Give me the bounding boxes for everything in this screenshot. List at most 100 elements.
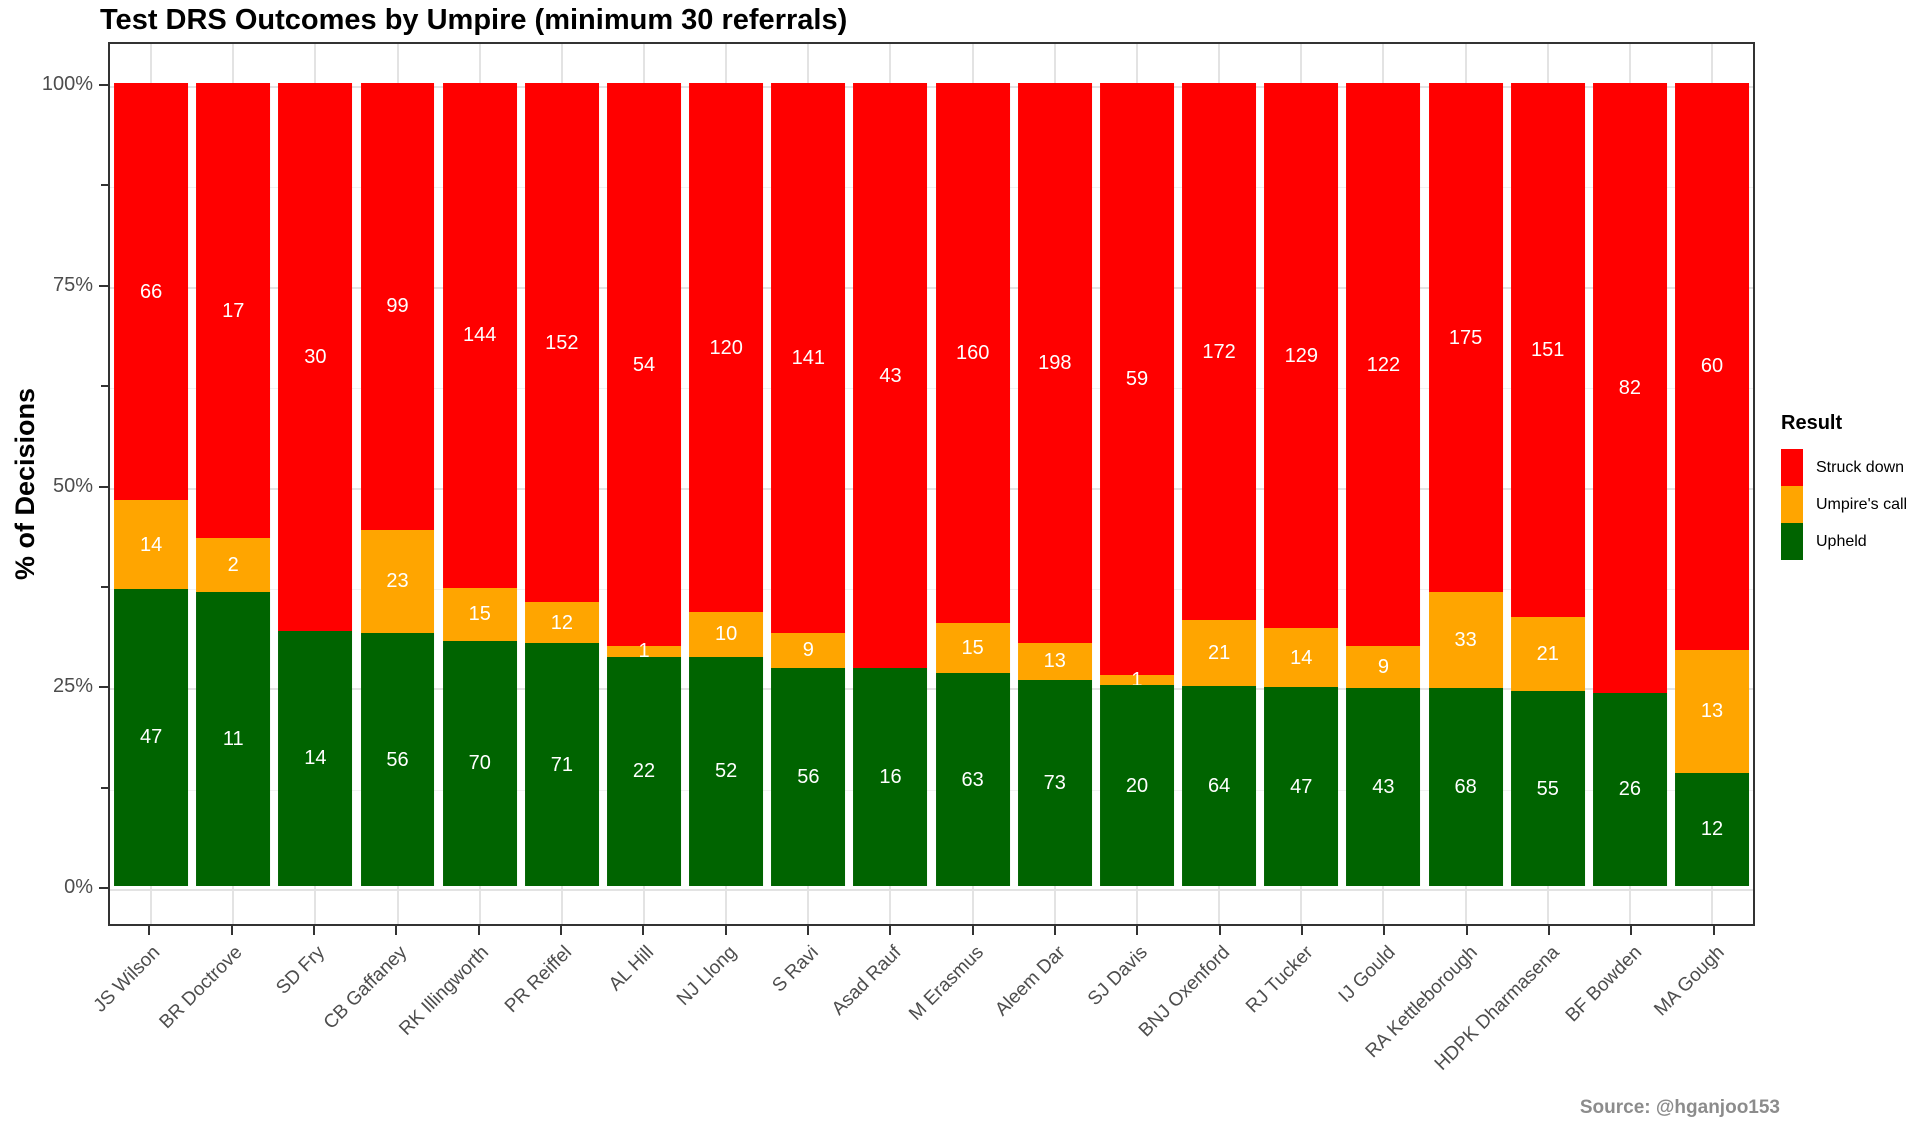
bar-value-label: 56	[797, 765, 820, 788]
bar-segment-umpire-s-call: 14	[1264, 628, 1339, 688]
bar-slot-rj-tucker: 129 14 47	[1260, 44, 1342, 924]
y-minor-tick-mark	[101, 585, 108, 588]
bar-segment-struck-down: 43	[853, 83, 928, 669]
bar-slot-ra-kettleborough: 175 33 68	[1425, 44, 1507, 924]
y-tick-mark	[99, 887, 108, 889]
x-axis: JS Wilson BR Doctrove SD Fry CB Gaffaney RK …	[89, 926, 1755, 1136]
bar-segment-struck-down: 141	[771, 83, 846, 633]
legend: Result Struck down Umpire's call Upheld	[1781, 412, 1907, 560]
bar-slot-asad-rauf: 43 16	[849, 44, 931, 924]
bar-segment-struck-down: 160	[935, 83, 1010, 623]
y-tick-mark	[99, 485, 108, 488]
plot-panel: 66 14 47 17 2 11 30 14 99 23 56 144 15 70 152 12 71 54 1 22…	[108, 42, 1755, 926]
bar-value-label: 10	[715, 623, 738, 646]
x-tick-mark	[806, 926, 809, 935]
bar-value-label: 15	[468, 603, 491, 626]
bar-slot-js-wilson: 66 14 47	[110, 44, 192, 924]
x-tick-mark	[395, 926, 398, 935]
bar-value-label: 21	[1536, 643, 1559, 666]
bar-segment-struck-down: 59	[1099, 83, 1174, 676]
y-minor-tick-mark	[101, 385, 108, 388]
y-minor-tick-mark	[101, 184, 108, 187]
bar-value-label: 9	[1377, 655, 1389, 678]
bar-value-label: 1	[638, 640, 650, 663]
bar-value-label: 64	[1207, 775, 1231, 797]
bar-slot-rk-illingworth: 144 15 70	[439, 44, 521, 924]
bar-value-label: 14	[1290, 646, 1313, 669]
bar-value-label: 152	[545, 331, 579, 354]
bar-segment-upheld: 20	[1099, 685, 1174, 886]
bar-segment-struck-down: 122	[1346, 83, 1421, 647]
bar-value-label: 15	[961, 637, 984, 660]
bar-segment-struck-down: 17	[196, 83, 271, 539]
bar: 129 14 47	[1264, 83, 1339, 886]
bar-segment-struck-down: 151	[1510, 83, 1585, 618]
bar-segment-upheld: 26	[1592, 692, 1667, 886]
legend-swatch	[1781, 523, 1803, 560]
bar-slot-sj-davis: 59 1 20	[1096, 44, 1178, 924]
x-tick-label: Asad Rauf	[827, 942, 906, 1020]
bar-slot-br-doctrove: 17 2 11	[192, 44, 274, 924]
bar-value-label: 1	[1131, 669, 1143, 692]
x-tick-mark	[1465, 926, 1468, 935]
bar-slot-pr-reiffel: 152 12 71	[521, 44, 603, 924]
y-tick-mark	[99, 686, 108, 689]
bar-value-label: 71	[550, 753, 573, 776]
bar-slot-nj-llong: 120 10 52	[685, 44, 767, 924]
gridline-major-50	[110, 487, 1753, 490]
bar-segment-struck-down: 120	[689, 83, 764, 613]
bar-segment-umpire-s-call: 15	[935, 622, 1010, 674]
x-tick-mark	[1630, 926, 1633, 935]
x-tick-mark	[724, 926, 727, 935]
x-tick-label: SJ Davis	[1084, 942, 1153, 1010]
bar-segment-umpire-s-call: 9	[1346, 646, 1421, 688]
bar: 144 15 70	[442, 83, 517, 886]
bar-segment-upheld: 22	[607, 656, 681, 886]
bar-slot-aleem-dar: 198 13 73	[1014, 44, 1096, 924]
bar-slot-bnj-oxenford: 172 21 64	[1178, 44, 1260, 924]
bar-segment-umpire-s-call: 12	[524, 602, 599, 644]
x-tick-label: BR Doctrove	[155, 942, 247, 1034]
bar-segment-upheld: 47	[1264, 687, 1339, 886]
bar-segment-struck-down: 54	[607, 83, 681, 647]
gridline-major-25	[110, 688, 1753, 691]
bar-segment-struck-down: 60	[1675, 83, 1750, 650]
bar-value-label: 120	[709, 336, 743, 359]
bar-segment-upheld: 11	[196, 591, 271, 886]
bar-segment-umpire-s-call: 1	[1099, 670, 1174, 690]
x-tick-mark	[1383, 926, 1386, 935]
bar-value-label: 23	[386, 570, 409, 593]
x-tick-mark	[1548, 926, 1551, 935]
bar: 151 21 55	[1510, 83, 1585, 886]
bar: 17 2 11	[196, 83, 271, 886]
bar-segment-umpire-s-call: 23	[360, 529, 435, 634]
bar: 66 14 47	[114, 83, 189, 886]
bar-value-label: 47	[1290, 775, 1313, 798]
x-tick-mark	[559, 926, 562, 935]
bar: 141 9 56	[771, 83, 846, 886]
bar-value-label: 43	[1372, 775, 1395, 798]
bar: 59 1 20	[1099, 83, 1174, 886]
x-tick-mark	[1136, 926, 1139, 935]
x-tick-label: SD Fry	[272, 942, 329, 999]
bar-value-label: 17	[222, 299, 245, 322]
bar-value-label: 56	[386, 748, 409, 771]
legend-entry-struck-down: Struck down	[1781, 449, 1907, 486]
x-tick-label: RJ Tucker	[1241, 942, 1317, 1018]
bar: 60 13 12	[1675, 83, 1750, 886]
bar-segment-umpire-s-call: 10	[689, 612, 764, 657]
bar-slot-sd-fry: 30 14	[274, 44, 356, 924]
bar: 198 13 73	[1017, 83, 1092, 886]
bar-segment-upheld: 14	[278, 630, 353, 886]
bar-segment-umpire-s-call: 1	[607, 641, 681, 661]
bar-value-label: 14	[139, 533, 163, 556]
y-tick-mark	[99, 284, 108, 287]
gridline-minor-87.5	[110, 187, 1753, 189]
bar-value-label: 99	[386, 295, 409, 318]
bar-segment-upheld: 56	[360, 633, 435, 886]
bar-value-label: 14	[304, 747, 327, 770]
bar-segment-struck-down: 152	[524, 83, 599, 603]
legend-entry-upheld: Upheld	[1781, 523, 1907, 560]
bar-segment-umpire-s-call: 9	[771, 632, 846, 668]
bar-segment-upheld: 12	[1675, 772, 1750, 886]
